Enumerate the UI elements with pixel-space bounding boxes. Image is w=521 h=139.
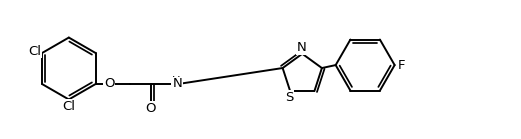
- Text: S: S: [285, 91, 293, 104]
- Text: N: N: [172, 78, 182, 90]
- Text: F: F: [398, 59, 405, 72]
- Text: O: O: [145, 102, 156, 115]
- Text: Cl: Cl: [29, 45, 42, 58]
- Text: H: H: [172, 76, 180, 86]
- Text: Cl: Cl: [63, 100, 76, 113]
- Text: N: N: [296, 41, 306, 54]
- Text: O: O: [104, 78, 115, 90]
